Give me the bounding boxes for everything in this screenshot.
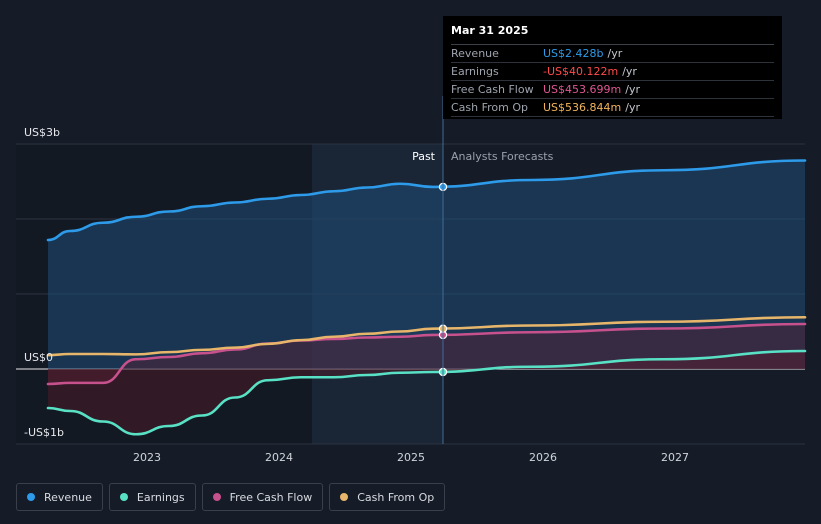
x-tick-label: 2027 — [661, 451, 689, 464]
tooltip-value: US$2.428b — [543, 47, 604, 60]
tooltip-row-revenue: Revenue US$2.428b /yr — [451, 45, 774, 63]
legend-dot-icon — [27, 493, 35, 501]
tooltip-label: Revenue — [451, 47, 499, 60]
legend-dot-icon — [212, 493, 221, 501]
legend-item-free-cash-flow[interactable]: Free Cash Flow — [201, 483, 324, 511]
series-line-cash-from-op — [46, 315, 807, 357]
tooltip-row-earnings: Earnings -US$40.122m /yr — [451, 63, 774, 81]
tooltip-value: US$453.699m — [543, 83, 622, 96]
tooltip-row-cfo: Cash From Op US$536.844m /yr — [451, 99, 774, 117]
x-tick-label: 2023 — [133, 451, 161, 464]
x-tick-label: 2025 — [397, 451, 425, 464]
tooltip-date: Mar 31 2025 — [451, 22, 774, 45]
tooltip-row-fcf: Free Cash Flow US$453.699m /yr — [451, 81, 774, 99]
y-tick-label: -US$1b — [24, 426, 64, 439]
tooltip-unit: /yr — [622, 65, 637, 78]
legend-item-earnings[interactable]: Earnings — [108, 483, 196, 511]
y-tick-label: US$3b — [24, 126, 60, 139]
tooltip-label: Earnings — [451, 65, 499, 78]
series-area-revenue — [48, 160, 805, 369]
legend: Revenue Earnings Free Cash Flow Cash Fro… — [16, 483, 446, 511]
legend-label: Earnings — [136, 490, 185, 504]
series-area-earnings — [48, 351, 805, 435]
legend-label: Revenue — [44, 490, 92, 504]
x-tick-label: 2026 — [529, 451, 557, 464]
past-label: Past — [412, 150, 436, 163]
legend-item-cash-from-op[interactable]: Cash From Op — [329, 483, 446, 511]
tooltip-unit: /yr — [607, 47, 623, 60]
legend-dot-icon — [340, 493, 349, 501]
legend-item-revenue[interactable]: Revenue — [16, 483, 103, 511]
legend-dot-icon — [119, 493, 128, 501]
tooltip-label: Cash From Op — [451, 101, 529, 114]
legend-label: Free Cash Flow — [229, 490, 313, 504]
series-line-earnings — [46, 349, 807, 436]
forecast-label: Analysts Forecasts — [451, 150, 554, 163]
tooltip-label: Free Cash Flow — [451, 83, 534, 96]
tooltip-value: US$536.844m — [543, 101, 622, 114]
legend-label: Cash From Op — [357, 490, 435, 504]
series-line-revenue — [46, 159, 807, 242]
tooltip: Mar 31 2025 Revenue US$2.428b /yr Earnin… — [443, 16, 782, 119]
y-tick-label: US$0 — [24, 351, 53, 364]
tooltip-unit: /yr — [625, 83, 640, 96]
x-tick-label: 2024 — [265, 451, 293, 464]
tooltip-value: -US$40.122m — [543, 65, 619, 78]
tooltip-unit: /yr — [625, 101, 640, 114]
series-area-free-cash-flow — [48, 324, 805, 384]
